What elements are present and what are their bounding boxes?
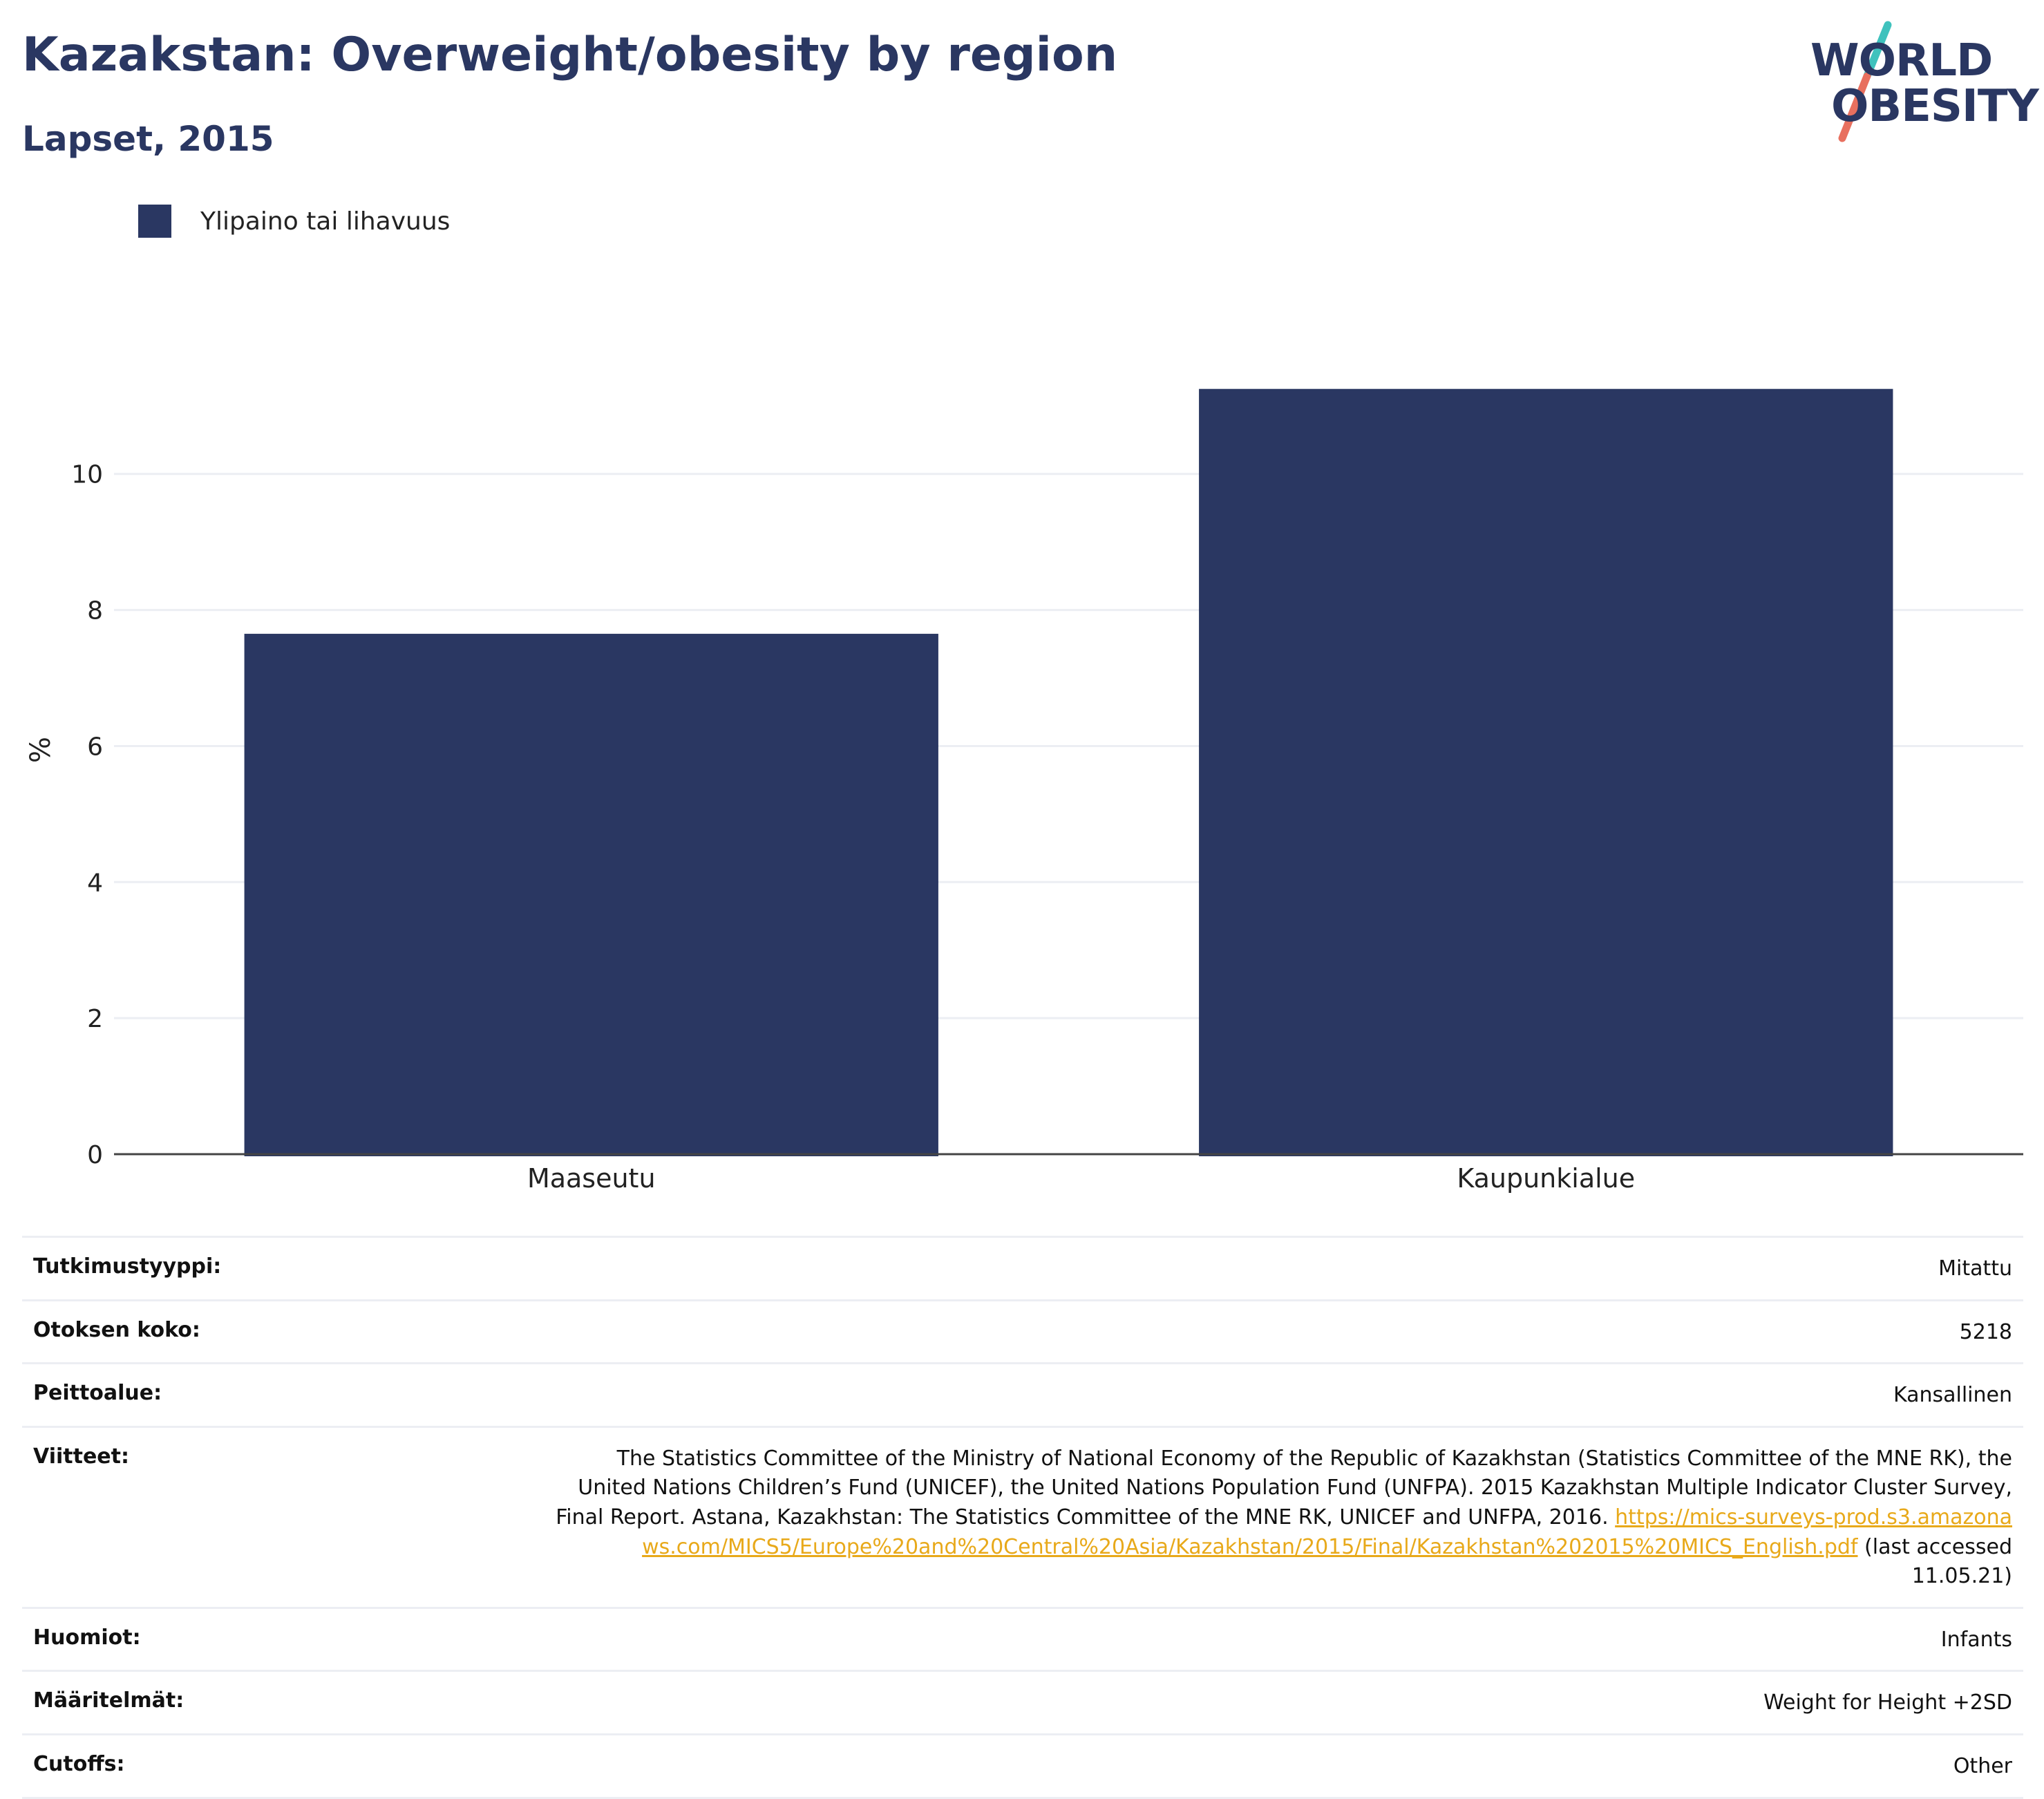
meta-row-notes: Huomiot: Infants	[22, 1606, 2023, 1670]
y-tick-label: 4	[87, 869, 103, 897]
meta-key: Peittoalue:	[33, 1381, 162, 1406]
bar-maaseutu[interactable]	[244, 634, 938, 1156]
meta-key: Huomiot:	[33, 1625, 141, 1650]
logo-text-world: WORLD	[1810, 35, 1993, 86]
reference-link[interactable]: https://mics-surveys-prod.s3.amazonaws.c…	[642, 1505, 2012, 1559]
y-tick-label: 10	[71, 461, 103, 489]
meta-value: 5218	[1959, 1319, 2012, 1344]
meta-value: Other	[1953, 1753, 2012, 1778]
x-tick-label: Kaupunkialue	[1457, 1163, 1635, 1194]
meta-row-coverage: Peittoalue: Kansallinen	[22, 1362, 2023, 1426]
x-tick-label: Maaseutu	[527, 1163, 656, 1194]
bars	[244, 388, 1893, 1156]
meta-row-sample-size: Otoksen koko: 5218	[22, 1299, 2023, 1363]
y-tick-label: 2	[87, 1005, 103, 1033]
reference-text: The Statistics Committee of the Ministry…	[556, 1446, 2012, 1529]
meta-value: Kansallinen	[1893, 1383, 2012, 1408]
meta-value-references: The Statistics Committee of the Ministry…	[554, 1444, 2012, 1592]
meta-key: Viitteet:	[33, 1444, 129, 1469]
meta-key: Määritelmät:	[33, 1688, 184, 1713]
y-tick-label: 8	[87, 597, 103, 625]
chart-title: Kazakstan: Overweight/obesity by region	[22, 28, 1118, 82]
y-tick-label: 6	[87, 733, 103, 761]
bar-kaupunkialue[interactable]	[1199, 388, 1893, 1156]
meta-row-references: Viitteet: The Statistics Committee of th…	[22, 1425, 2023, 1607]
meta-value: Weight for Height +2SD	[1763, 1690, 2012, 1715]
legend-label: Ylipaino tai lihavuus	[200, 207, 451, 236]
meta-key: Tutkimustyyppi:	[33, 1254, 222, 1279]
legend-swatch	[138, 205, 171, 238]
world-obesity-logo: WORLD OBESITY	[1797, 14, 2039, 152]
meta-row-study-type: Tutkimustyyppi: Mitattu	[22, 1236, 2023, 1299]
x-axis-ticks: Maaseutu Kaupunkialue	[527, 1163, 1635, 1194]
logo-slash-icon	[1838, 21, 1892, 142]
meta-value: Mitattu	[1938, 1256, 2012, 1281]
study-metadata-table: Tutkimustyyppi: Mitattu Otoksen koko: 52…	[22, 1236, 2023, 1799]
y-tick-label: 0	[87, 1141, 103, 1169]
meta-value: Infants	[1940, 1627, 2012, 1652]
y-axis-ticks: 0 2 4 6 8 10	[71, 461, 103, 1169]
chart-legend[interactable]: Ylipaino tai lihavuus	[138, 205, 450, 238]
chart-subtitle: Lapset, 2015	[22, 119, 274, 159]
logo-text-obesity: OBESITY	[1831, 81, 2039, 132]
meta-key: Cutoffs:	[33, 1751, 125, 1776]
y-axis-label: %	[25, 737, 57, 763]
reference-suffix: (last accessed 11.05.21)	[1864, 1534, 2012, 1589]
meta-key: Otoksen koko:	[33, 1317, 200, 1342]
meta-row-definitions: Määritelmät: Weight for Height +2SD	[22, 1670, 2023, 1733]
bar-chart: 0 2 4 6 8 10 Maaseutu Kaupunkialue %	[25, 388, 2023, 1194]
meta-row-cutoffs: Cutoffs: Other	[22, 1733, 2023, 1799]
